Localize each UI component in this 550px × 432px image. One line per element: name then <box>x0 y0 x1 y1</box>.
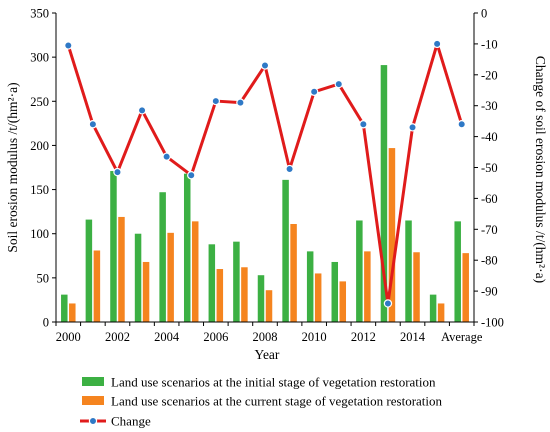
change-point-2009 <box>285 164 294 174</box>
bar-initial-2008 <box>257 275 265 322</box>
change-point-2007 <box>236 98 245 107</box>
bar-current-2004 <box>167 232 174 322</box>
left-tick-label: 100 <box>30 227 49 241</box>
right-tick-label: -10 <box>481 37 498 51</box>
bar-initial-2015 <box>429 294 437 322</box>
x-tick-label: 2008 <box>253 330 278 344</box>
change-point-2003 <box>137 106 147 115</box>
left-tick-label: 50 <box>37 271 50 285</box>
bar-current-Average <box>462 253 469 322</box>
x-tick-label: 2012 <box>351 330 376 344</box>
change-point-2010 <box>309 87 319 96</box>
change-point-2001 <box>88 120 98 129</box>
right-tick-label: -30 <box>481 99 498 113</box>
right-tick-label: -20 <box>481 68 498 82</box>
bar-current-2003 <box>142 261 150 322</box>
change-point-2002 <box>113 167 122 177</box>
change-point-2015 <box>432 39 442 49</box>
bar-current-2012 <box>364 251 371 322</box>
bar-initial-2001 <box>85 219 93 322</box>
bar-current-2009 <box>290 224 297 322</box>
change-point-Average <box>457 120 466 129</box>
bar-initial-2012 <box>356 220 363 322</box>
change-point-2013 <box>383 299 393 308</box>
bar-current-2015 <box>437 303 445 322</box>
bar-initial-2005 <box>183 173 191 322</box>
legend-label-change: Change <box>111 414 151 429</box>
right-tick-label: -40 <box>481 130 498 144</box>
legend-swatch-current <box>82 396 104 405</box>
left-tick-label: 250 <box>30 95 49 109</box>
x-tick-label: 2014 <box>400 330 426 344</box>
x-tick-label: 2004 <box>154 330 180 344</box>
bar-initial-2003 <box>134 233 142 322</box>
bar-current-2006 <box>216 269 224 322</box>
change-point-2011 <box>334 79 343 89</box>
left-tick-label: 200 <box>30 139 49 153</box>
bar-current-2011 <box>339 281 347 322</box>
change-point-2005 <box>187 171 196 180</box>
bar-current-2007 <box>241 267 248 322</box>
right-tick-label: -60 <box>481 192 498 206</box>
x-axis-title: Year <box>255 347 280 362</box>
change-point-2000 <box>64 41 73 50</box>
bar-current-2000 <box>69 303 76 322</box>
bar-initial-2010 <box>306 251 314 322</box>
bar-initial-2002 <box>110 171 117 322</box>
left-tick-label: 0 <box>43 316 49 330</box>
bar-initial-2011 <box>331 261 339 322</box>
bar-current-2005 <box>191 221 199 322</box>
left-axis-title: Soil erosion modulus /t/(hm²·a) <box>5 82 20 252</box>
bar-current-2013 <box>388 148 396 322</box>
legend-swatch-initial <box>82 377 104 386</box>
change-point-2008 <box>260 61 270 70</box>
bar-current-2002 <box>118 216 125 322</box>
bar-initial-2007 <box>233 241 240 322</box>
bar-current-2001 <box>93 250 101 322</box>
right-tick-label: 0 <box>481 7 487 21</box>
bar-initial-2013 <box>380 65 388 323</box>
change-line <box>66 42 464 305</box>
right-axis-title: Change of soil erosion modulus /t/(hm²·a… <box>533 56 548 283</box>
change-point-2012 <box>359 120 368 129</box>
bar-initial-2009 <box>282 179 289 322</box>
right-tick-label: -90 <box>481 285 498 299</box>
bar-initial-2000 <box>61 294 68 322</box>
legend: Land use scenarios at the initial stage … <box>80 375 443 429</box>
plot-area <box>61 39 469 323</box>
bar-initial-2006 <box>208 244 216 322</box>
x-tick-label: 2000 <box>56 330 81 344</box>
right-tick-label: -50 <box>481 161 498 175</box>
x-tick-label: 2002 <box>105 330 130 344</box>
change-point-2006 <box>211 96 221 106</box>
x-tick-label: Average <box>441 330 483 344</box>
change-point-2014 <box>408 123 417 132</box>
x-tick-label: 2006 <box>203 330 228 344</box>
right-tick-label: -100 <box>481 316 504 330</box>
legend-label-current: Land use scenarios at the current stage … <box>111 394 443 409</box>
bar-initial-2004 <box>159 192 166 322</box>
legend-label-initial: Land use scenarios at the initial stage … <box>111 375 436 390</box>
bar-initial-2014 <box>405 220 412 322</box>
axes: 050100150200250300350-100-90-80-70-60-50… <box>5 7 548 363</box>
legend-swatch-change-marker <box>88 416 98 426</box>
bar-current-2010 <box>314 273 322 322</box>
left-tick-label: 350 <box>30 7 49 21</box>
bar-current-2008 <box>265 290 273 322</box>
bar-current-2014 <box>413 252 420 322</box>
left-tick-label: 150 <box>30 183 49 197</box>
right-tick-label: -70 <box>481 223 498 237</box>
left-tick-label: 300 <box>30 51 49 65</box>
change-point-2004 <box>162 152 171 161</box>
right-tick-label: -80 <box>481 254 498 268</box>
bar-initial-Average <box>454 221 461 322</box>
x-tick-label: 2010 <box>302 330 327 344</box>
